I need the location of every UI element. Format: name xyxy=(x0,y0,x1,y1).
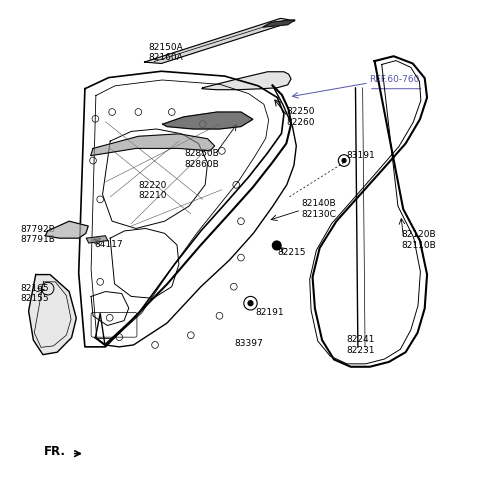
Polygon shape xyxy=(144,19,295,63)
Polygon shape xyxy=(202,72,291,90)
Text: 82250
82260: 82250 82260 xyxy=(287,107,315,126)
Text: 83397: 83397 xyxy=(234,339,263,348)
Text: 82241
82231: 82241 82231 xyxy=(346,335,374,355)
Text: 82150A
82160A: 82150A 82160A xyxy=(149,42,183,62)
Polygon shape xyxy=(91,134,215,156)
Polygon shape xyxy=(29,275,76,355)
Circle shape xyxy=(273,241,281,250)
Polygon shape xyxy=(163,112,253,129)
Text: 82191: 82191 xyxy=(255,308,284,317)
Text: 82165
82155: 82165 82155 xyxy=(21,284,49,303)
Text: 82215: 82215 xyxy=(277,248,306,257)
Text: 87792B
87791B: 87792B 87791B xyxy=(21,224,55,244)
Text: 82140B
82130C: 82140B 82130C xyxy=(301,200,336,219)
Text: 83191: 83191 xyxy=(346,151,375,160)
Text: 82220
82210: 82220 82210 xyxy=(139,181,168,201)
Polygon shape xyxy=(86,236,108,243)
Circle shape xyxy=(248,301,253,305)
Text: REF.60-760: REF.60-760 xyxy=(369,76,419,84)
Text: FR.: FR. xyxy=(44,445,66,458)
Polygon shape xyxy=(45,221,88,238)
Text: 82850B
82860B: 82850B 82860B xyxy=(184,149,219,169)
Text: 84117: 84117 xyxy=(95,241,123,249)
Text: 82120B
82110B: 82120B 82110B xyxy=(401,230,436,250)
Polygon shape xyxy=(263,20,295,27)
Circle shape xyxy=(342,159,346,163)
